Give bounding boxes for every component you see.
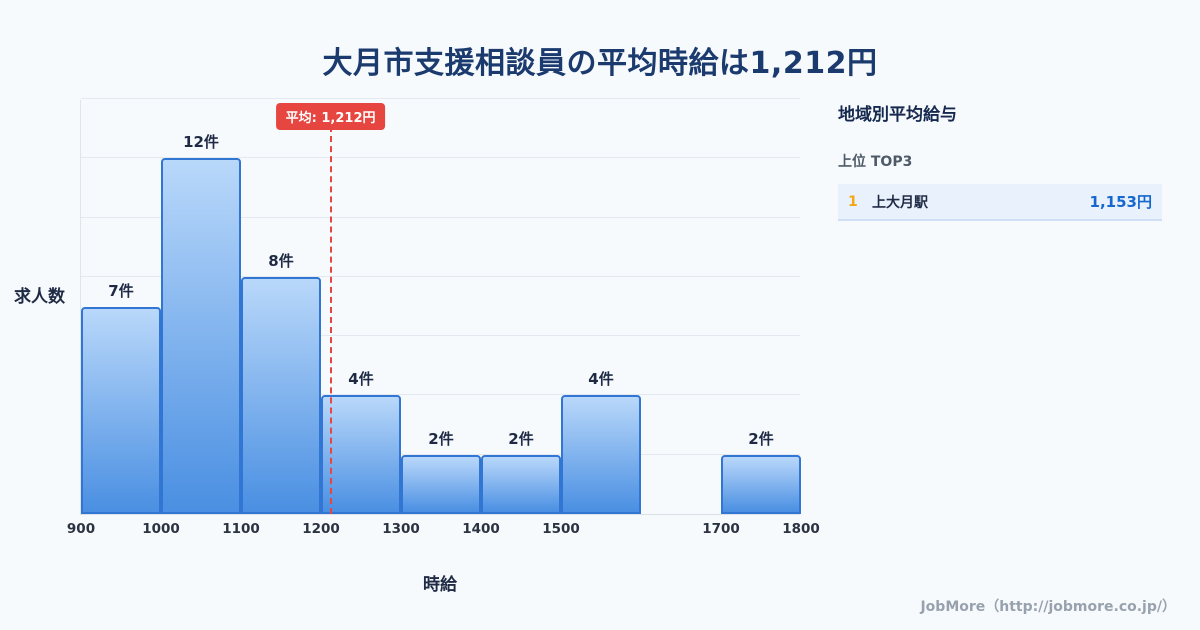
gridline: [81, 335, 800, 337]
histogram-bar: [321, 395, 401, 514]
histogram-bar: [721, 454, 801, 514]
bar-count-label: 12件: [183, 133, 219, 152]
y-axis-label: 求人数: [14, 287, 65, 307]
histogram-plot-area: 7件 12件 8件 4件 2件 2件 4件 2件 900 1000 1100 1200 1300 1400…: [67, 98, 820, 537]
bar-count-label: 2件: [508, 429, 534, 448]
panel-heading: 地域別平均給与: [838, 105, 957, 125]
page-title: 大月市支援相談員の平均時給は1,212円: [322, 46, 878, 81]
bar-count-label: 4件: [588, 370, 614, 389]
average-badge: 平均: 1,212円: [275, 103, 386, 130]
gridline: [81, 98, 800, 99]
bar-count-label: 4件: [348, 370, 374, 389]
x-axis-tick: 1500: [542, 521, 580, 537]
histogram-bar: [161, 158, 241, 514]
footer-credit: JobMore（http://jobmore.co.jp/）: [920, 599, 1176, 615]
rank-list: 1 上大月駅 1,153円: [838, 184, 1162, 221]
gridline: [81, 275, 800, 277]
gridline: [81, 157, 800, 159]
rank-station-name: 上大月駅: [872, 194, 928, 211]
rank-number: 1: [848, 193, 858, 210]
rank-salary-value: 1,153円: [1089, 193, 1152, 211]
x-axis-tick: 1700: [702, 521, 740, 537]
rank-row: 1 上大月駅 1,153円: [838, 184, 1162, 221]
histogram-bar: [241, 276, 321, 514]
average-line: [329, 126, 332, 514]
x-axis-tick: 1200: [302, 521, 340, 537]
gridline: [81, 453, 800, 455]
bar-count-label: 8件: [268, 251, 294, 270]
panel-subheading: 上位 TOP3: [838, 154, 913, 170]
histogram-bar: [481, 454, 561, 514]
x-axis-tick: 1000: [142, 521, 180, 537]
bar-count-label: 7件: [108, 281, 134, 300]
x-axis-tick: 1400: [462, 521, 500, 537]
histogram-bar: [401, 454, 481, 514]
x-axis-tick: 1100: [222, 521, 260, 537]
gridline: [81, 216, 800, 218]
x-axis-tick: 900: [66, 521, 96, 537]
histogram-bar: [561, 395, 641, 514]
bar-count-label: 2件: [748, 429, 774, 448]
gridline: [81, 394, 800, 396]
region-salary-panel: 地域別平均給与 上位 TOP3 1 上大月駅 1,153円: [838, 100, 1162, 221]
bar-count-label: 2件: [428, 429, 454, 448]
x-axis-tick: 1800: [782, 521, 820, 537]
x-axis-tick: 1300: [382, 521, 420, 537]
x-axis-label: 時給: [423, 575, 457, 595]
histogram-bar: [81, 306, 161, 514]
